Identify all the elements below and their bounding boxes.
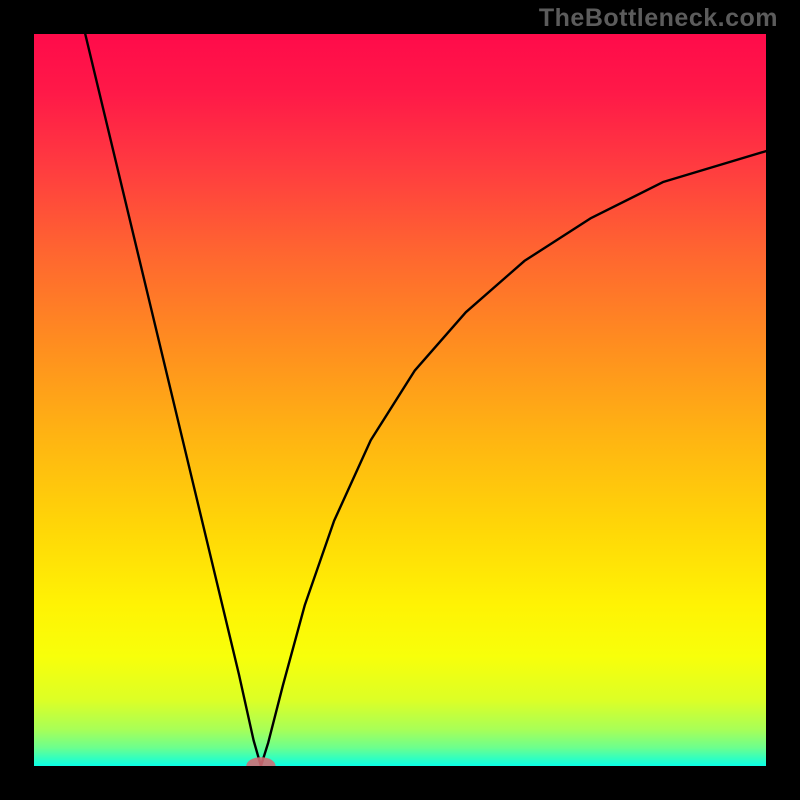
chart-svg <box>34 34 766 766</box>
chart-background <box>34 34 766 766</box>
plot-area <box>34 34 766 766</box>
watermark-text: TheBottleneck.com <box>539 4 778 33</box>
